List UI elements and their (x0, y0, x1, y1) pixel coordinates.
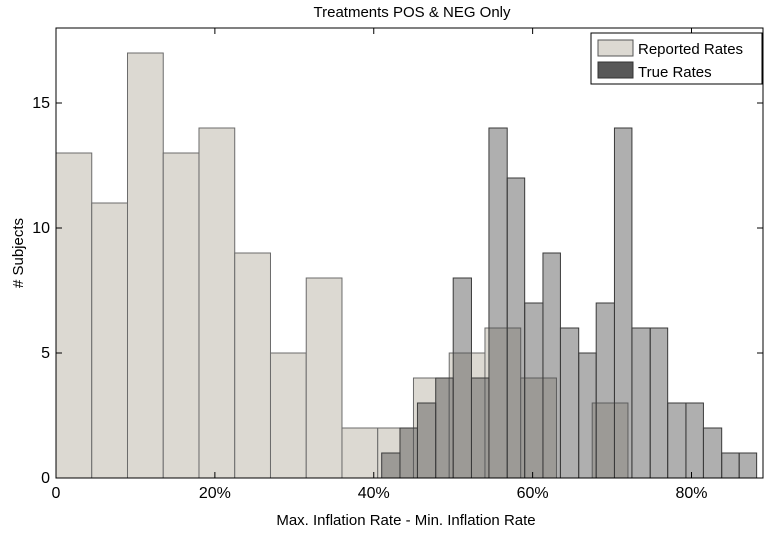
true-rates-bar (702, 427, 723, 479)
reported-rates-bar (234, 252, 271, 479)
true-rates-bar (381, 452, 401, 479)
legend-swatch-true-rates (597, 61, 634, 79)
true-rates-bar (435, 377, 454, 479)
true-rates-bar (578, 352, 597, 479)
true-rates-bar (399, 427, 418, 479)
chart-title: Treatments POS & NEG Only (314, 4, 511, 21)
reported-rates-bar (341, 427, 379, 479)
true-rates-bar (721, 452, 740, 479)
legend: Reported Rates True Rates (590, 32, 763, 85)
y-tick-label: 15 (32, 95, 50, 112)
legend-label-reported-rates: Reported Rates (638, 41, 743, 58)
true-rates-bar (631, 327, 651, 479)
bars-layer (55, 52, 758, 479)
reported-rates-bar (448, 352, 486, 479)
reported-rates-bar (412, 377, 450, 479)
x-axis-label: Max. Inflation Rate - Min. Inflation Rat… (276, 512, 535, 529)
true-rates-bar (559, 327, 580, 479)
x-tick-label: 0 (52, 485, 61, 502)
y-tick-label: 10 (32, 220, 50, 237)
x-tick-label: 20% (199, 485, 231, 502)
legend-label-true-rates: True Rates (638, 64, 712, 81)
x-tick-label: 80% (675, 485, 707, 502)
true-rates-bar (488, 127, 508, 479)
true-rates-bar (649, 327, 669, 479)
reported-rates-bar (91, 202, 128, 479)
true-rates-bar (542, 252, 561, 479)
reported-rates-bar (162, 152, 200, 479)
true-rates-bar (738, 452, 758, 479)
reported-rates-bar (591, 402, 629, 479)
reported-rates-bar (126, 52, 164, 479)
x-tick-label: 60% (517, 485, 549, 502)
reported-rates-bar (198, 127, 236, 479)
y-axis-label: # Subjects (10, 218, 27, 288)
true-rates-bar (452, 277, 472, 479)
true-rates-bar (506, 177, 526, 479)
true-rates-bar (685, 402, 704, 479)
y-tick-label: 5 (41, 345, 50, 362)
reported-rates-bar (305, 277, 343, 479)
true-rates-bar (416, 402, 437, 479)
reported-rates-bar (55, 152, 93, 479)
true-rates-bar (524, 302, 544, 479)
true-rates-bar (667, 402, 687, 479)
plot-frame (55, 27, 764, 479)
true-rates-bar (613, 127, 633, 479)
reported-rates-bar (269, 352, 307, 479)
legend-swatch-reported-rates (597, 39, 634, 57)
axes-layer: 0 20% 40% 60% 80% 0 5 10 15 (32, 28, 763, 502)
true-rates-bar (595, 302, 615, 479)
y-tick-label: 0 (41, 470, 50, 487)
true-rates-bar (470, 377, 490, 479)
x-tick-label: 40% (358, 485, 390, 502)
